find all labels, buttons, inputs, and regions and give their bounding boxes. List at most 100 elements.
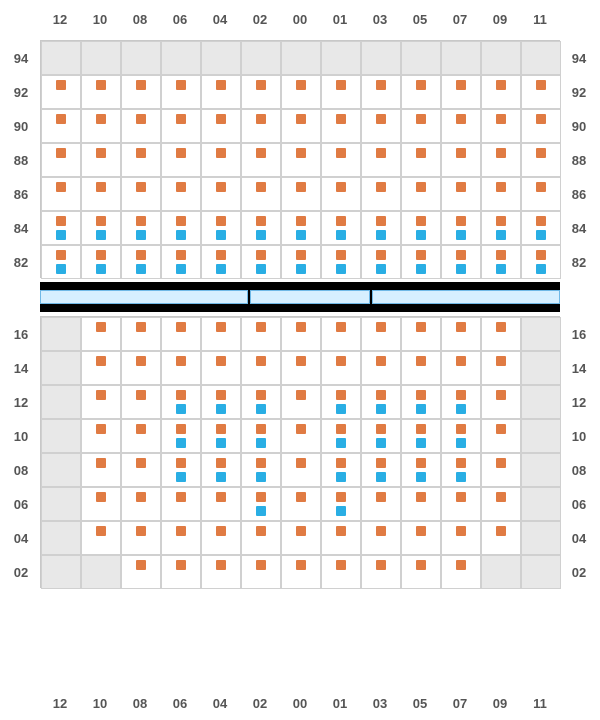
marker-orange [136,356,146,366]
marker-orange [176,182,186,192]
seat-cell [361,41,401,75]
marker-orange [216,560,226,570]
marker-orange [56,250,66,260]
marker-orange [96,322,106,332]
marker-orange [296,114,306,124]
col-label: 12 [40,12,80,27]
marker-orange [536,216,546,226]
marker-orange [296,148,306,158]
marker-orange [256,560,266,570]
marker-orange [496,356,506,366]
col-label: 08 [120,12,160,27]
marker-orange [456,492,466,502]
marker-orange [336,560,346,570]
row-label: 86 [6,187,36,202]
divider-slot[interactable] [372,290,560,304]
marker-blue [496,264,506,274]
row-label: 88 [564,153,594,168]
marker-blue [56,230,66,240]
marker-orange [376,560,386,570]
marker-orange [496,390,506,400]
col-label: 09 [480,696,520,711]
marker-orange [456,424,466,434]
marker-orange [96,216,106,226]
row-label: 14 [6,361,36,376]
marker-orange [256,526,266,536]
marker-orange [96,356,106,366]
row-label: 06 [564,497,594,512]
marker-orange [176,80,186,90]
marker-orange [336,356,346,366]
marker-blue [376,438,386,448]
marker-orange [296,322,306,332]
divider-slot[interactable] [40,290,248,304]
marker-blue [256,506,266,516]
marker-orange [456,250,466,260]
marker-orange [176,424,186,434]
marker-blue [216,404,226,414]
marker-orange [296,80,306,90]
seat-cell [281,41,321,75]
marker-orange [416,424,426,434]
marker-orange [336,424,346,434]
marker-blue [216,472,226,482]
marker-orange [256,114,266,124]
marker-orange [336,80,346,90]
marker-orange [296,250,306,260]
marker-orange [456,390,466,400]
seat-cell [161,41,201,75]
col-label: 07 [440,12,480,27]
col-label: 10 [80,696,120,711]
row-label: 84 [564,221,594,236]
row-label: 10 [564,429,594,444]
marker-blue [256,264,266,274]
marker-orange [256,424,266,434]
marker-orange [216,356,226,366]
marker-orange [496,216,506,226]
divider-band [40,282,560,312]
marker-orange [136,560,146,570]
seat-cell [41,419,81,453]
col-label: 03 [360,12,400,27]
marker-orange [296,356,306,366]
marker-orange [296,390,306,400]
marker-orange [216,216,226,226]
marker-blue [176,264,186,274]
marker-orange [296,560,306,570]
marker-blue [336,230,346,240]
marker-blue [376,264,386,274]
marker-blue [216,230,226,240]
marker-orange [416,80,426,90]
marker-orange [496,322,506,332]
marker-orange [376,458,386,468]
marker-orange [96,148,106,158]
marker-blue [336,264,346,274]
marker-orange [456,182,466,192]
row-label: 90 [6,119,36,134]
bottom-section [40,316,560,588]
seat-cell [481,555,521,589]
marker-orange [336,458,346,468]
marker-orange [56,216,66,226]
col-label: 10 [80,12,120,27]
marker-orange [176,390,186,400]
seat-cell [201,41,241,75]
marker-orange [376,322,386,332]
row-label: 16 [6,327,36,342]
marker-blue [216,438,226,448]
marker-blue [536,264,546,274]
marker-orange [136,390,146,400]
marker-orange [136,526,146,536]
marker-orange [336,182,346,192]
marker-orange [336,526,346,536]
marker-orange [336,250,346,260]
row-label: 02 [564,565,594,580]
marker-orange [496,492,506,502]
marker-blue [56,264,66,274]
row-label: 88 [6,153,36,168]
seat-cell [41,453,81,487]
marker-orange [376,182,386,192]
marker-blue [416,438,426,448]
marker-orange [456,458,466,468]
divider-slot[interactable] [250,290,370,304]
